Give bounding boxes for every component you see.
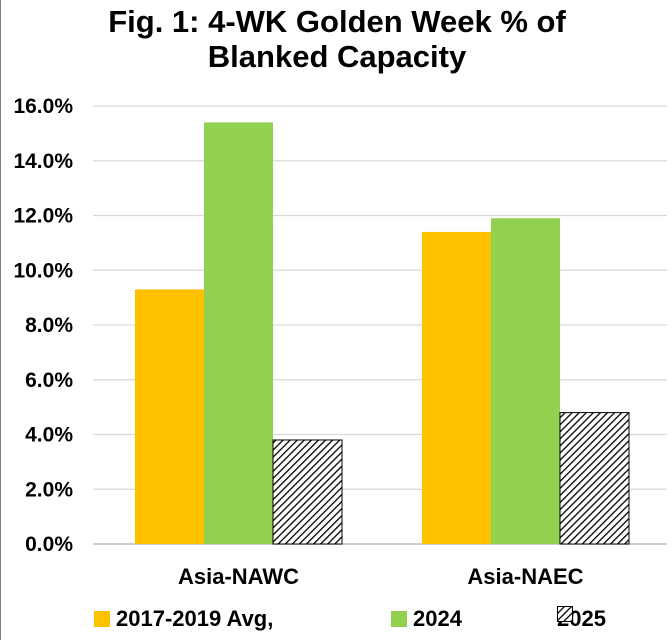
legend-label-series-1: 2017-2019 Avg,: [116, 606, 274, 631]
y-tick-label: 8.0%: [25, 314, 73, 337]
y-tick-label: 14.0%: [13, 150, 73, 173]
y-tick-label: 16.0%: [13, 95, 73, 118]
bar-asia-nawc-series-3: [272, 439, 343, 545]
chart-title: Fig. 1: 4-WK Golden Week % of Blanked Ca…: [1, 4, 672, 74]
y-tick-label: 2.0%: [25, 478, 73, 501]
legend-item-series-3: 2025: [557, 606, 606, 632]
x-category-label: Asia-NAEC: [467, 564, 583, 589]
chart-title-line1: Fig. 1: 4-WK Golden Week % of: [108, 4, 566, 39]
y-tick-label: 4.0%: [25, 424, 73, 447]
chart-title-line2: Blanked Capacity: [207, 39, 467, 74]
y-tick-label: 10.0%: [13, 259, 73, 282]
x-axis-categories: Asia-NAWC Asia-NAEC: [178, 564, 584, 589]
bar-asia-nawc-series-2: [204, 122, 273, 545]
bar-asia-nawc-series-1: [135, 289, 204, 544]
legend-swatch-series-3: [557, 606, 573, 622]
bar-asia-naec-series-1: [422, 231, 491, 545]
bars: [135, 122, 630, 545]
legend-item-series-1: 2017-2019 Avg,: [94, 606, 273, 632]
y-tick-label: 6.0%: [25, 369, 73, 392]
x-category-label: Asia-NAWC: [178, 564, 299, 589]
legend-swatch-series-1: [94, 611, 110, 627]
y-tick-label: 12.0%: [13, 205, 73, 228]
legend: 2017-2019 Avg, 2024 2025: [1, 606, 672, 636]
bar-chart: 0.0% 2.0% 4.0% 6.0% 8.0% 10.0% 12.0% 14.0% 16.0%…: [13, 95, 667, 589]
legend-swatch-series-2: [391, 611, 407, 627]
y-tick-label: 0.0%: [25, 533, 73, 556]
bar-asia-naec-series-2: [491, 218, 560, 545]
bar-asia-naec-series-3: [559, 412, 630, 545]
legend-label-series-2: 2024: [413, 606, 462, 631]
legend-item-series-2: 2024: [391, 606, 462, 632]
y-axis-ticks: 0.0% 2.0% 4.0% 6.0% 8.0% 10.0% 12.0% 14.0% 16.0%: [13, 95, 73, 556]
